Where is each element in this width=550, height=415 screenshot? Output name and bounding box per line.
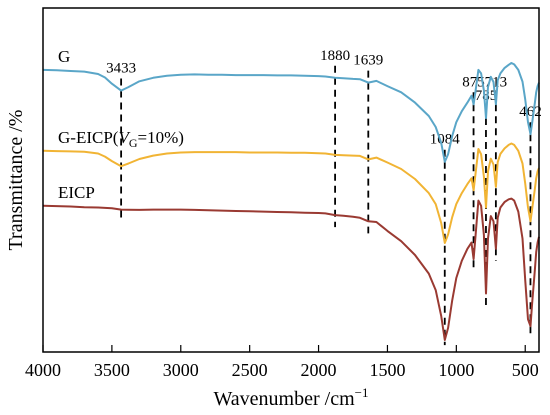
series-label-2: EICP [58,183,95,202]
x-tick-label: 1500 [369,360,405,380]
series-line-1 [42,142,540,244]
series-label-suffix: =10%) [138,128,184,147]
x-tick-label: 500 [512,360,539,380]
peak-label-785: 785 [475,88,498,104]
x-axis-title: Wavenumber /cm−1 [214,385,369,410]
peak-label-1084: 1084 [430,132,461,148]
series-line-0 [42,62,540,163]
series-label-0: G [58,47,70,66]
x-tick-label: 1000 [438,360,474,380]
x-tick-label: 2000 [301,360,337,380]
x-axis-title-sup: −1 [355,385,369,400]
x-tick-label: 3000 [163,360,199,380]
peak-label-462: 462 [519,104,542,120]
x-tick-label: 4000 [25,360,61,380]
x-tick-label: 3500 [94,360,130,380]
series-label-1: G-EICP(VG=10%) [58,128,184,150]
peak-label-875: 875 [462,74,485,90]
series-label-italic: V [118,128,131,147]
plot-frame [42,7,540,353]
series-label-prefix: G [58,47,70,66]
series-label-prefix: EICP [58,183,95,202]
series-label-sub: G [129,136,138,150]
x-axis-ticks: 4000 3500 3000 2500 2000 1500 1000 500 [25,345,539,380]
series-label-prefix: G-EICP( [58,128,119,147]
series-line-2 [42,197,540,341]
peak-label-1880: 1880 [320,48,350,64]
y-axis-title: Transmittance /% [5,110,27,251]
x-axis-title-text: Wavenumber /cm [214,388,356,410]
peak-label-1639: 1639 [353,53,383,69]
series-labels: GG-EICP(VG=10%)EICP [58,47,184,202]
x-tick-label: 2500 [232,360,268,380]
series-lines [42,62,540,341]
peak-label-3433: 3433 [106,61,136,77]
